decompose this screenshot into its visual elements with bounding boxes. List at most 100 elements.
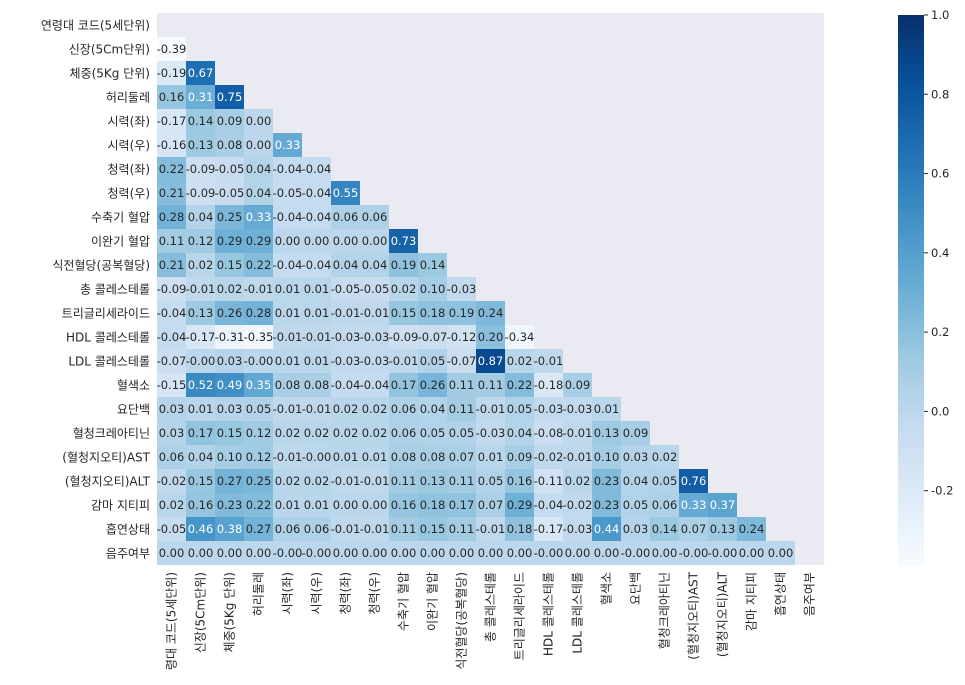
- cell-value-label: 0.01: [333, 450, 359, 464]
- heatmap-cell: [476, 445, 505, 469]
- cell-value-label: 0.06: [362, 210, 388, 224]
- cell-value-label: 0.04: [246, 186, 272, 200]
- cell-value-label: -0.01: [389, 354, 419, 368]
- heatmap-cell: [505, 541, 534, 565]
- cell-value-label: -0.05: [360, 282, 390, 296]
- cell-value-label: 0.11: [449, 522, 475, 536]
- cell-value-label: 0.02: [304, 426, 330, 440]
- heatmap-cell: [215, 253, 244, 277]
- y-tick-label: 식전혈당(공복혈당): [52, 259, 150, 273]
- heatmap-cell: [244, 253, 273, 277]
- cell-value-label: 0.10: [594, 450, 620, 464]
- cell-value-label: 0.06: [391, 426, 417, 440]
- cell-value-label: 0.04: [188, 450, 214, 464]
- x-tick-label: (혈청지오티)AST: [687, 571, 701, 659]
- heatmap-cell: [389, 469, 418, 493]
- cell-value-label: -0.01: [360, 306, 390, 320]
- cell-value-label: 0.13: [188, 138, 214, 152]
- cell-value-label: -0.00: [273, 546, 303, 560]
- heatmap-cell: [592, 517, 621, 541]
- cell-value-label: 0.15: [391, 306, 417, 320]
- heatmap-cell: [679, 541, 708, 565]
- colorbar-tick-label: 1.0: [931, 8, 949, 22]
- heatmap-cell: [418, 373, 447, 397]
- cell-value-label: 0.06: [159, 450, 185, 464]
- heatmap-cell: [157, 421, 186, 445]
- heatmap-cell: [476, 397, 505, 421]
- cell-value-label: 0.03: [159, 426, 185, 440]
- heatmap-cell: [418, 469, 447, 493]
- cell-value-label: 0.00: [217, 546, 243, 560]
- cell-value-label: 0.05: [449, 426, 475, 440]
- y-tick-label: (혈청지오티)ALT: [65, 475, 151, 489]
- heatmap-cell: [534, 421, 563, 445]
- cell-value-label: 0.00: [246, 546, 272, 560]
- colorbar-tick-label: 0.0: [931, 404, 949, 418]
- cell-value-label: -0.01: [331, 306, 361, 320]
- cell-value-label: 0.01: [304, 282, 330, 296]
- heatmap-cell: [331, 469, 360, 493]
- cell-value-label: -0.00: [621, 546, 651, 560]
- cell-value-label: 0.11: [449, 474, 475, 488]
- cell-value-label: 0.02: [275, 474, 301, 488]
- cell-value-label: 0.28: [159, 210, 185, 224]
- cell-value-label: -0.07: [447, 354, 477, 368]
- cell-value-label: 0.75: [217, 90, 243, 104]
- cell-value-label: 0.10: [217, 450, 243, 464]
- cell-value-label: 0.00: [768, 546, 794, 560]
- heatmap-cell: [215, 301, 244, 325]
- x-tick-label: 신장(5Cm단위): [194, 572, 208, 653]
- cell-value-label: 0.09: [507, 450, 533, 464]
- cell-value-label: 0.24: [739, 522, 765, 536]
- heatmap-cell: [505, 517, 534, 541]
- heatmap-cell: [534, 493, 563, 517]
- cell-value-label: 0.23: [217, 498, 243, 512]
- heatmap-cell: [244, 397, 273, 421]
- heatmap-cell: [186, 133, 215, 157]
- cell-value-label: -0.03: [331, 354, 361, 368]
- heatmap-cell: [476, 541, 505, 565]
- cell-value-label: 0.16: [159, 90, 185, 104]
- cell-value-label: -0.03: [563, 522, 593, 536]
- x-tick-label: 요단백: [629, 572, 643, 605]
- cell-value-label: -0.07: [418, 330, 448, 344]
- cell-value-label: 0.00: [159, 546, 185, 560]
- cell-value-label: -0.04: [302, 186, 332, 200]
- heatmap-cell: [360, 205, 389, 229]
- cell-value-label: 0.08: [420, 450, 446, 464]
- heatmap-cell: [273, 541, 302, 565]
- cell-value-label: 0.06: [652, 498, 678, 512]
- heatmap-cell: [360, 517, 389, 541]
- heatmap-cell: [215, 157, 244, 181]
- y-tick-label: 허리둘레: [106, 91, 150, 105]
- cell-value-label: 0.15: [188, 474, 214, 488]
- heatmap-cell: [244, 157, 273, 181]
- x-tick-label: 혈청크레아티닌: [658, 572, 672, 649]
- cell-value-label: 0.08: [391, 450, 417, 464]
- heatmap-cell: [505, 469, 534, 493]
- heatmap-cell: [592, 541, 621, 565]
- cell-value-label: 0.04: [333, 258, 359, 272]
- y-axis-tick-labels: 연령대 코드(5세단위) 신장(5Cm단위) 체중(5Kg 단위) 허리둘레시력(좌)…: [41, 19, 151, 561]
- cell-value-label: 0.16: [391, 498, 417, 512]
- heatmap-cell: [186, 517, 215, 541]
- heatmap-cell: [244, 349, 273, 373]
- heatmap-cell: [621, 445, 650, 469]
- heatmap-cell: [215, 421, 244, 445]
- heatmap-cell: [360, 469, 389, 493]
- heatmap-cell: [331, 277, 360, 301]
- cell-value-label: -0.17: [534, 522, 564, 536]
- cell-value-label: 0.52: [188, 378, 214, 392]
- heatmap-cell: [244, 133, 273, 157]
- heatmap-cell: [186, 397, 215, 421]
- x-tick-label: 트리글리세라이드: [513, 572, 527, 660]
- heatmap-cell: [331, 373, 360, 397]
- cell-value-label: 0.37: [710, 498, 736, 512]
- heatmap-cell: [157, 541, 186, 565]
- heatmap-cell: [389, 541, 418, 565]
- colorbar-tick-labels: 1.0 0.8 0.6 0.4 0.2 0.0 -0.2: [924, 8, 953, 498]
- cell-value-label: 0.27: [246, 522, 272, 536]
- x-tick-label: HDL 콜레스테롤: [542, 572, 556, 656]
- heatmap-cell: [273, 421, 302, 445]
- heatmap-cell: [273, 325, 302, 349]
